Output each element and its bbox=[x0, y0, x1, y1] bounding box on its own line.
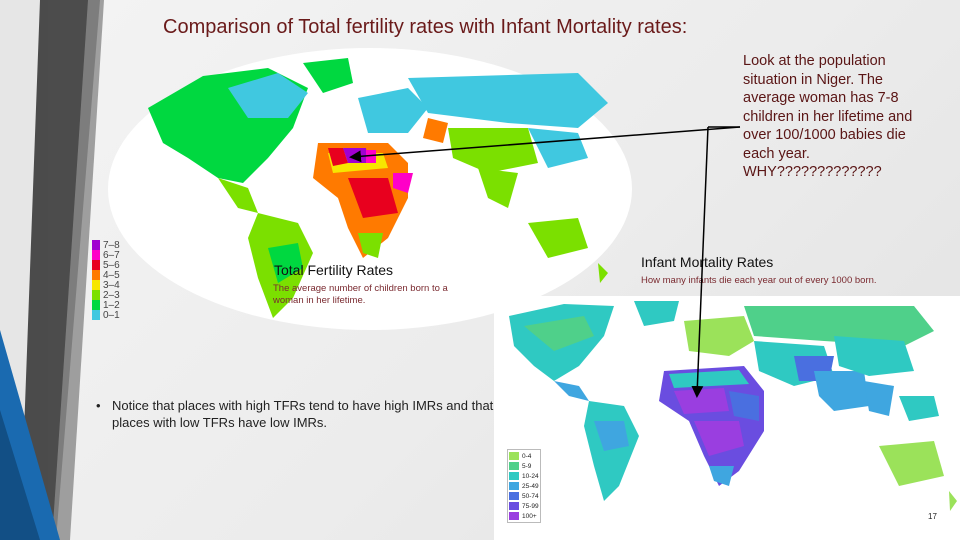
imr-legend: 0-4 5-9 10-24 25-49 50-74 75-99 100+ bbox=[507, 449, 541, 523]
imr-legend-item: 5-9 bbox=[509, 461, 539, 471]
niger-note: Look at the population situation in Nige… bbox=[743, 53, 913, 180]
tfr-map-subtitle: The average number of children born to a… bbox=[273, 283, 448, 306]
imr-legend-item: 75-99 bbox=[509, 501, 539, 511]
tfr-legend-item: 5–6 bbox=[92, 260, 120, 271]
bullet-symbol: • bbox=[96, 398, 101, 413]
tfr-legend-item: 3–4 bbox=[92, 280, 120, 291]
imr-map-subtitle: How many infants die each year out of ev… bbox=[641, 275, 877, 286]
imr-legend-item: 100+ bbox=[509, 511, 539, 521]
imr-legend-item: 10-24 bbox=[509, 471, 539, 481]
decorative-side-bars bbox=[0, 0, 104, 540]
tfr-legend-item: 2–3 bbox=[92, 290, 120, 301]
tfr-legend-item: 6–7 bbox=[92, 250, 120, 261]
imr-legend-item: 0-4 bbox=[509, 451, 539, 461]
tfr-legend-item: 4–5 bbox=[92, 270, 120, 281]
tfr-legend-item: 1–2 bbox=[92, 300, 120, 311]
tfr-map-label: Total Fertility Rates bbox=[274, 262, 394, 278]
imr-map-label: Infant Mortality Rates bbox=[641, 254, 774, 270]
slide-title: Comparison of Total fertility rates with… bbox=[163, 16, 688, 38]
tfr-legend: 7–8 6–7 5–6 4–5 3–4 2–3 1–2 0–1 bbox=[92, 240, 120, 321]
tfr-legend-item: 7–8 bbox=[92, 240, 120, 251]
tfr-legend-item: 0–1 bbox=[92, 310, 120, 321]
imr-legend-item: 50-74 bbox=[509, 491, 539, 501]
page-number: 17 bbox=[928, 512, 937, 521]
imr-legend-item: 25-49 bbox=[509, 481, 539, 491]
bullet-text: Notice that places with high TFRs tend t… bbox=[112, 398, 494, 430]
bullet-point: • Notice that places with high TFRs tend… bbox=[96, 397, 496, 431]
imr-world-map bbox=[494, 296, 960, 540]
